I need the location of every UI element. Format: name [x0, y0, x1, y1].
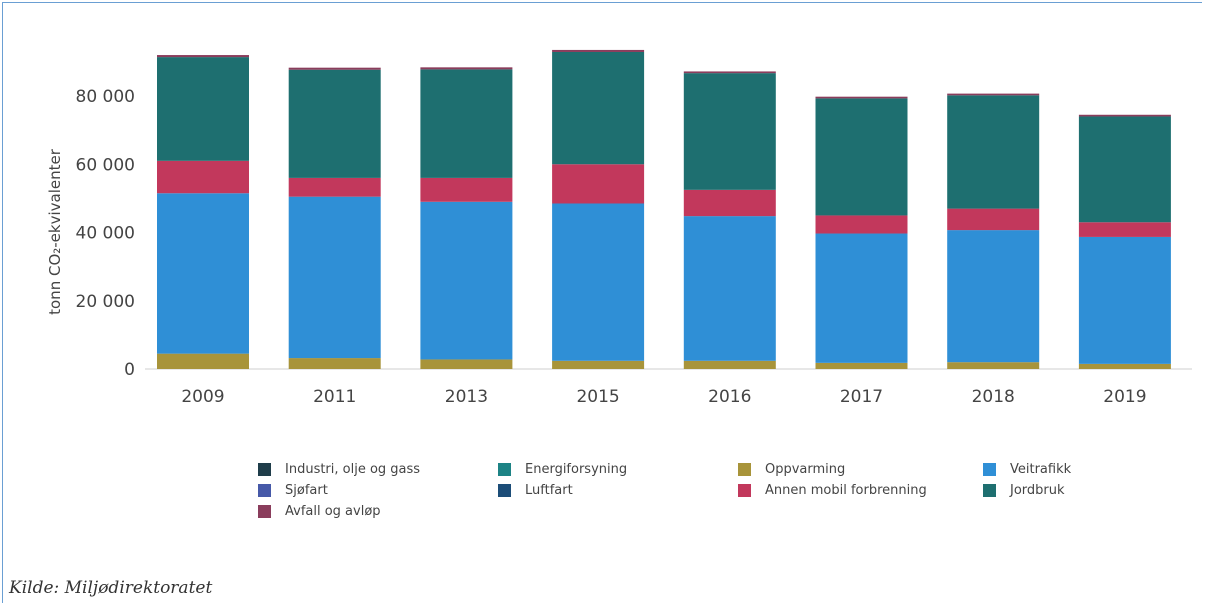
bar-segment	[815, 215, 908, 234]
y-tick-label: 40 000	[76, 224, 135, 244]
bar-segment	[157, 57, 249, 161]
bar-segment	[420, 69, 513, 178]
legend-label: Sjøfart	[285, 483, 328, 498]
legend-item: Jordbruk	[983, 483, 1065, 498]
y-tick-label: 80 000	[76, 87, 135, 107]
legend-swatch	[498, 463, 511, 476]
bar-segment	[683, 71, 776, 74]
legend-label: Luftfart	[525, 483, 573, 498]
bar-segment	[1078, 116, 1171, 223]
legend-swatch	[258, 505, 271, 518]
bar-segment	[420, 177, 513, 202]
bar-segment	[947, 95, 1040, 209]
source-note: Kilde: Miljødirektoratet	[9, 578, 213, 598]
legend-item: Annen mobil forbrenning	[738, 483, 927, 498]
bar-segment	[552, 51, 645, 165]
legend-item: Veitrafikk	[983, 462, 1071, 477]
legend-item: Sjøfart	[258, 483, 328, 498]
bar-segment	[552, 360, 645, 369]
bar-segment	[157, 160, 249, 194]
legend-swatch	[258, 463, 271, 476]
x-tick-label: 2019	[1103, 387, 1146, 407]
x-tick-label: 2009	[181, 387, 224, 407]
y-axis: 0 20 000 40 000 60 000 80 000	[76, 87, 135, 380]
bar-segment	[683, 73, 776, 190]
bar-segment	[947, 208, 1040, 231]
legend-swatch	[738, 484, 751, 497]
bar-segment	[947, 230, 1040, 363]
legend-swatch	[738, 463, 751, 476]
legend-label: Veitrafikk	[1010, 462, 1072, 477]
x-tick-label: 2018	[972, 387, 1015, 407]
legend-label: Industri, olje og gass	[285, 462, 421, 477]
legend-swatch	[983, 463, 996, 476]
bar-segment	[815, 98, 908, 216]
legend-label: Energiforsyning	[525, 462, 628, 477]
stacked-bar-chart: 0 20 000 40 000 60 000 80 000 tonn CO₂-ekviv…	[46, 49, 1192, 407]
x-tick-label: 2011	[313, 387, 356, 407]
bar-segment	[947, 362, 1040, 369]
legend-item: Energiforsyning	[498, 462, 627, 477]
bar-segment	[1078, 236, 1171, 364]
legend-item: Industri, olje og gass	[258, 462, 420, 477]
x-tick-label: 2015	[576, 387, 619, 407]
legend-label: Avfall og avløp	[285, 504, 381, 519]
legend-swatch	[258, 484, 271, 497]
bar-segment	[288, 69, 381, 178]
y-tick-label: 60 000	[76, 155, 135, 175]
y-axis-label: tonn CO₂-ekvivalenter	[46, 148, 64, 315]
x-tick-label: 2016	[708, 387, 751, 407]
bar-segment	[552, 164, 645, 204]
bar-segment	[552, 203, 645, 361]
bar-segment	[288, 177, 381, 197]
bar-segment	[420, 201, 513, 360]
bar-segment	[1078, 222, 1171, 237]
bar-segment	[552, 49, 645, 52]
bar-segment	[288, 358, 381, 369]
bar-segment	[1078, 363, 1171, 369]
y-tick-label: 20 000	[76, 292, 135, 312]
x-tick-label: 2017	[840, 387, 883, 407]
bar-segment	[420, 67, 513, 70]
bar-segment	[815, 233, 908, 363]
legend-item: Luftfart	[498, 483, 573, 498]
bar-segment	[288, 196, 381, 359]
bar-segment	[683, 189, 776, 217]
y-tick-label: 0	[124, 360, 135, 380]
bars	[157, 49, 1171, 369]
legend-label: Annen mobil forbrenning	[765, 483, 927, 498]
bar-segment	[157, 353, 249, 369]
bar-segment	[815, 96, 908, 99]
legend-item: Oppvarming	[738, 462, 845, 477]
legend-item: Avfall og avløp	[258, 504, 381, 519]
x-tick-label: 2013	[445, 387, 488, 407]
legend-label: Oppvarming	[765, 462, 846, 477]
bar-segment	[157, 193, 249, 354]
bar-segment	[1078, 114, 1171, 117]
bar-segment	[683, 360, 776, 369]
bar-segment	[947, 93, 1040, 96]
x-axis: 2009 2011 2013 2015 2016 2017 2018 2019	[181, 387, 1146, 407]
bar-segment	[815, 362, 908, 369]
bar-segment	[288, 67, 381, 70]
bar-segment	[157, 55, 249, 58]
legend-swatch	[983, 484, 996, 497]
bar-segment	[420, 359, 513, 369]
bar-segment	[683, 216, 776, 361]
legend-label: Jordbruk	[1010, 483, 1065, 498]
legend-swatch	[498, 484, 511, 497]
